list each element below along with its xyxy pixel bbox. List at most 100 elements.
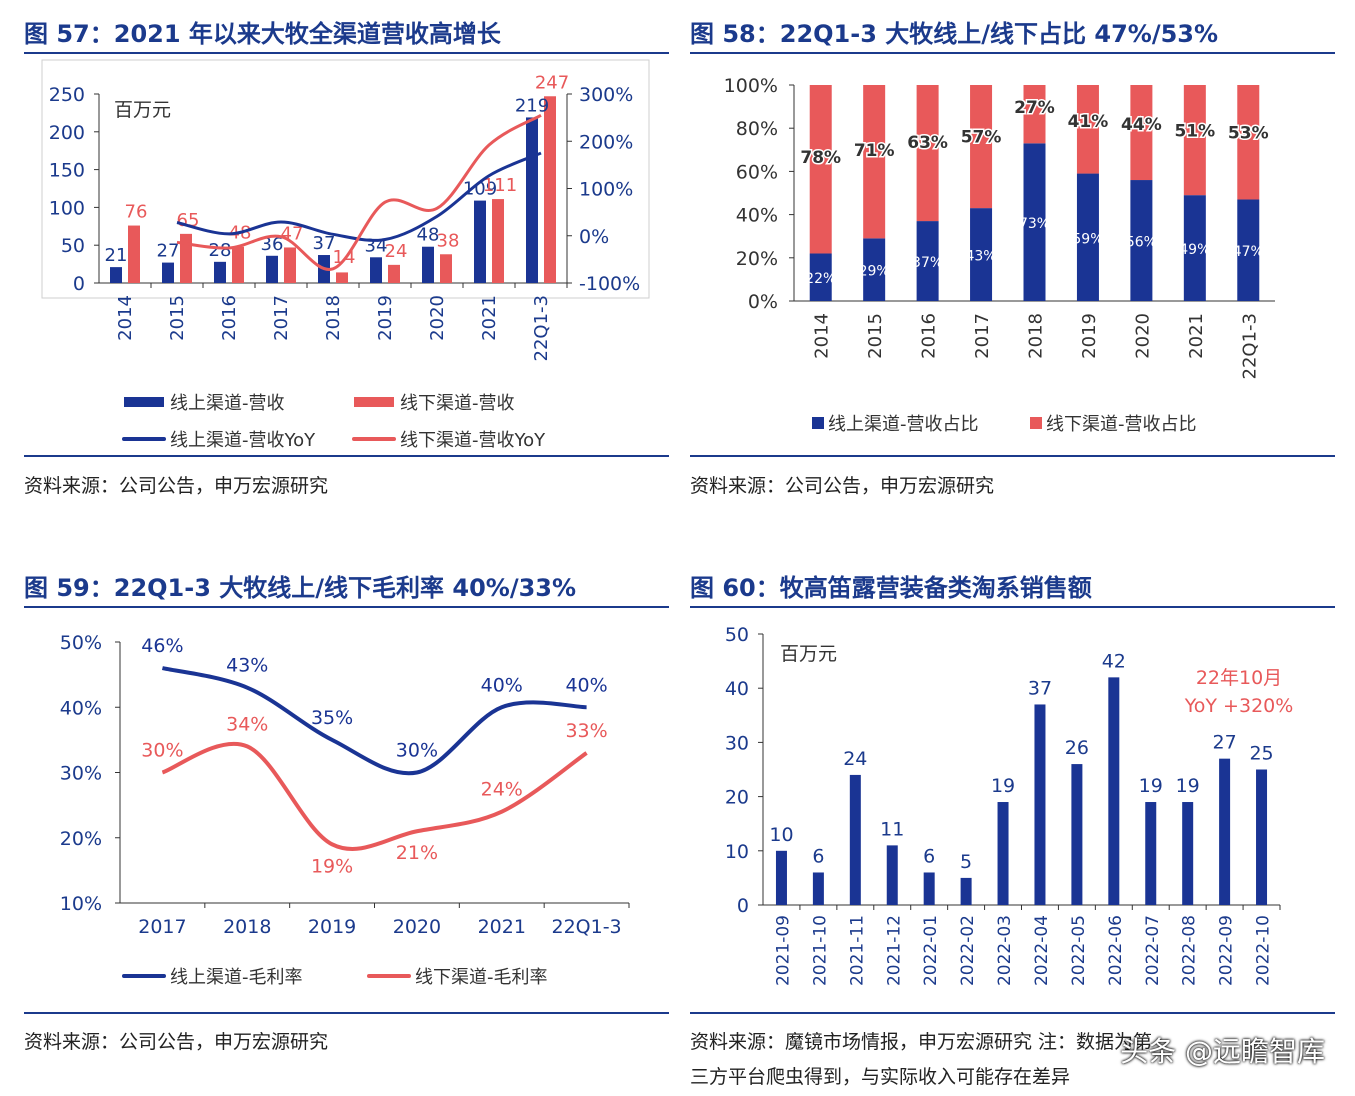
fig57-bar-online [214,261,226,283]
fig58-label-online: 43% [965,249,996,265]
fig58-xtick-label: 2020 [1132,313,1153,359]
fig58-label-online: 22% [805,271,836,287]
fig58-bar-online [809,253,832,301]
fig57-legend-offline-label: 线下渠道-营收 [400,393,515,414]
fig58-label-online: 49% [1179,242,1210,258]
fig60-data-label: 10 [769,824,793,846]
fig60-bottom-rule [690,1012,1335,1014]
fig60-bar [1071,764,1083,905]
fig59-label-offline: 30% [141,740,183,762]
fig60-data-label: 42 [1102,650,1126,672]
fig58-xtick-label: 2018 [1026,313,1047,359]
fig60-xtick-label: 2021-12 [884,915,904,986]
fig57-xtick-label: 2020 [427,295,448,341]
fig57-label-offline: 111 [483,175,517,196]
fig57-ytick-left-label: 150 [49,160,85,182]
fig58-label-online: 47% [1233,244,1264,260]
fig58-legend-online-swatch [812,417,824,429]
fig57-label-online: 37 [313,233,336,254]
fig58-label-online: 37% [912,255,943,271]
fig57-label-offline: 24 [385,241,408,262]
fig58-bar-online [863,238,886,301]
fig58-label-offline: 78% [800,148,841,168]
fig58-ytick-label: 80% [736,118,778,140]
fig58-bar-offline [1023,85,1046,144]
fig57-title-rule [24,52,669,54]
fig58-bar-offline [863,85,886,239]
fig59-line-online [161,666,587,776]
fig59-legend-online-label: 线上渠道-毛利率 [170,967,303,988]
fig57-source: 资料来源：公司公告，申万宏源研究 [24,475,329,497]
fig59-xtick-label: 2021 [478,916,526,938]
fig58-ytick-label: 0% [748,291,778,313]
fig60-data-label: 19 [991,775,1015,797]
fig59-xtick-label: 22Q1-3 [551,916,621,938]
fig60-xtick-label: 2022-05 [1069,915,1089,986]
fig58-bar-online [1023,143,1046,301]
fig57-bar-online [162,262,174,283]
fig57-label-online: 36 [261,234,284,255]
fig57-bar-online [370,257,382,283]
fig58-bar-online [1076,173,1099,301]
fig60-data-label: 24 [843,748,867,770]
fig60-xtick-label: 2021-11 [847,915,867,986]
fig60-annotation-line2: YoY +320% [1184,695,1294,717]
fig60-bar [997,802,1009,905]
fig57-bottom-rule [24,455,669,457]
fig60-xtick-label: 2022-01 [921,915,941,986]
fig57-ytick-right-label: 300% [579,84,633,106]
fig60-ytick-label: 50 [725,624,749,646]
fig57-legend-offline-swatch [354,397,394,407]
fig58-label-offline: 51% [1174,122,1215,142]
fig57-ytick-left-label: 50 [61,235,85,257]
fig59-label-online: 30% [396,740,438,762]
fig58-xtick-label: 2021 [1186,313,1207,359]
panel-fig59: 图 59：22Q1-3 大牧线上/线下毛利率 40%/33% 10% 20% 30%… [24,568,669,1068]
fig57-bar-offline [388,264,400,283]
fig58-bar-offline [1183,85,1206,196]
fig60-data-label: 19 [1139,775,1163,797]
fig59-ytick-label: 30% [60,763,102,785]
fig57-ytick-right-label: 100% [579,179,633,201]
fig57-label-offline: 247 [535,72,569,93]
fig57-line-offline-yoy [176,113,542,271]
fig57-label-online: 21 [105,245,128,266]
fig57-chart: 0 50 100 150 200 250 -100% 0% 100% 200% 300% 百万元 21 7… [41,59,650,451]
fig58-label-offline: 63% [907,133,948,153]
fig60-bar [923,872,935,905]
fig58-bar-online [970,208,993,301]
fig57-label-online: 27 [157,241,180,262]
fig58-xtick-label: 2016 [919,313,940,359]
fig59-title-rule [24,606,669,608]
fig60-data-label: 11 [880,818,904,840]
fig58-bottom-rule [690,455,1335,457]
fig58-label-offline: 71% [854,141,895,161]
fig60-data-label: 6 [812,845,824,867]
fig57-ytick-left-label: 100 [49,197,85,219]
fig57-bar-online [422,246,434,283]
fig59-xtick-label: 2018 [223,916,271,938]
fig58-label-offline: 57% [961,127,1002,147]
fig60-bar [1108,677,1120,905]
fig57-xtick-label: 2017 [271,295,292,341]
fig60-xtick-label: 2022-07 [1143,915,1163,986]
fig60-bar [812,872,824,905]
fig57-legend-online-swatch [124,397,164,407]
fig60-source: 资料来源：魔镜市场情报，申万宏源研究 注：数据为第 [690,1031,1153,1053]
fig58-bar-online [1237,199,1260,301]
fig60-data-label: 6 [923,845,935,867]
fig60-bar [886,845,898,905]
fig59-ytick-label: 50% [60,632,102,654]
fig59-ytick-label: 10% [60,893,102,915]
fig57-ytick-left-label: 250 [49,84,85,106]
fig59-xtick-label: 2017 [138,916,186,938]
fig58-bar-online [1183,195,1206,301]
fig59-xtick-label: 2020 [393,916,441,938]
fig57-ytick-right-label: 0% [579,226,609,248]
fig58-legend-offline-swatch [1030,417,1042,429]
fig58-bar-offline [1076,85,1099,174]
fig60-title-rule [690,606,1335,608]
fig57-xtick-label: 2018 [323,295,344,341]
fig57-ytick-left-label: 200 [49,122,85,144]
fig60-bar [849,774,861,905]
